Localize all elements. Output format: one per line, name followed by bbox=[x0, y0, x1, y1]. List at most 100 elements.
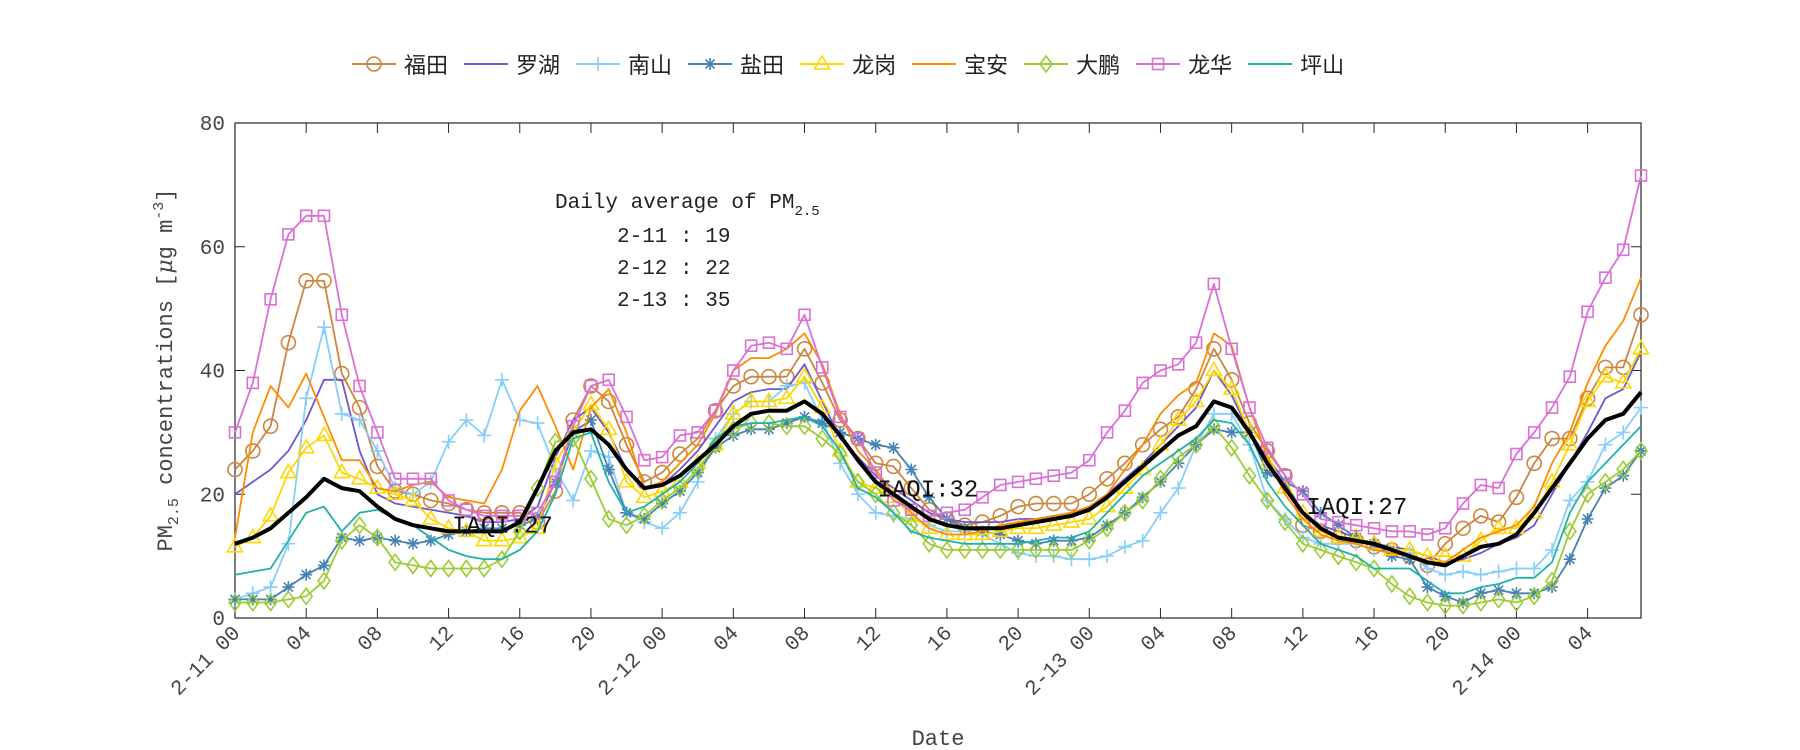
square-marker bbox=[406, 472, 420, 486]
circle-marker bbox=[850, 430, 866, 447]
circle-marker bbox=[654, 464, 670, 481]
square-marker bbox=[1581, 305, 1594, 319]
star-marker bbox=[282, 581, 295, 594]
square-marker bbox=[976, 491, 989, 504]
triangle-marker bbox=[1204, 360, 1223, 377]
circle-marker bbox=[494, 505, 510, 521]
diamond-marker bbox=[939, 540, 954, 560]
square-marker bbox=[1563, 370, 1577, 383]
triangle-marker bbox=[350, 469, 369, 485]
diamond-marker bbox=[1082, 531, 1097, 550]
legend-label: 坪山 bbox=[1300, 54, 1345, 79]
legend: 福田 罗湖 南山 盐田 龙岗 宝安 大鹏 龙华 坪山 bbox=[350, 48, 1344, 80]
square-marker bbox=[1225, 342, 1238, 356]
square-marker bbox=[1474, 478, 1488, 492]
diamond-marker bbox=[1473, 593, 1488, 612]
diamond-marker bbox=[1100, 518, 1115, 538]
plus-marker bbox=[299, 391, 314, 406]
diamond-marker bbox=[245, 593, 260, 612]
circle-marker bbox=[1223, 371, 1240, 388]
square-marker bbox=[1510, 447, 1523, 461]
triangle-marker bbox=[902, 506, 921, 522]
circle-marker bbox=[1099, 470, 1115, 487]
diamond-marker bbox=[281, 590, 296, 609]
triangle-marker bbox=[1222, 379, 1241, 395]
x-tick-label: 04 bbox=[1564, 623, 1598, 657]
square-marker bbox=[1065, 466, 1078, 479]
legend-item: 坪山 bbox=[1246, 48, 1344, 80]
plus-marker bbox=[1135, 533, 1150, 548]
diamond-marker bbox=[1545, 571, 1560, 591]
diamond-marker bbox=[1260, 491, 1275, 510]
square-marker bbox=[1171, 358, 1185, 371]
diamond-marker bbox=[868, 484, 883, 504]
square-marker bbox=[1616, 243, 1630, 257]
plus-marker bbox=[1117, 539, 1132, 554]
diamond-marker bbox=[423, 559, 438, 578]
legend-swatch bbox=[464, 63, 509, 65]
star-marker bbox=[816, 417, 829, 430]
square-marker bbox=[638, 453, 651, 467]
legend-label: 龙岗 bbox=[852, 54, 897, 79]
star-marker bbox=[673, 485, 686, 498]
diamond-marker bbox=[1135, 491, 1150, 510]
square-marker bbox=[1314, 512, 1327, 526]
star-marker bbox=[1136, 491, 1149, 504]
square-marker bbox=[798, 308, 811, 322]
plus-marker bbox=[566, 493, 581, 508]
star-marker bbox=[1385, 550, 1398, 563]
star-marker bbox=[1225, 426, 1238, 439]
legend-label: 龙华 bbox=[1188, 54, 1233, 79]
triangle-marker bbox=[1632, 339, 1650, 355]
x-tick-label: 2-14 00 bbox=[1449, 623, 1528, 702]
square-marker bbox=[727, 364, 740, 377]
plus-marker bbox=[334, 406, 349, 421]
x-tick-label: 12 bbox=[1280, 623, 1314, 657]
legend-item: 罗湖 bbox=[462, 48, 560, 80]
circle-marker bbox=[583, 378, 599, 394]
series-mean bbox=[234, 390, 1643, 568]
diamond-marker bbox=[299, 587, 314, 606]
y-tick-label: 0 bbox=[212, 609, 225, 632]
x-tick-label: 04 bbox=[283, 623, 317, 657]
triangle-marker bbox=[297, 438, 316, 454]
star-marker bbox=[923, 491, 936, 504]
square-marker bbox=[709, 404, 722, 418]
series-宝安 bbox=[234, 277, 1642, 564]
square-marker bbox=[1207, 277, 1221, 291]
star-marker bbox=[1421, 581, 1434, 594]
circle-marker bbox=[1045, 495, 1062, 512]
square-marker bbox=[1349, 518, 1363, 532]
star-marker bbox=[1101, 519, 1114, 532]
circle-marker bbox=[743, 368, 759, 385]
diamond-marker bbox=[1224, 438, 1239, 458]
square-marker bbox=[460, 503, 473, 517]
diamond-marker bbox=[477, 559, 492, 578]
triangle-marker bbox=[421, 509, 440, 525]
square-marker bbox=[1403, 525, 1416, 538]
diamond-marker bbox=[441, 559, 456, 578]
diamond-marker bbox=[1616, 460, 1631, 479]
diamond-marker bbox=[1242, 466, 1257, 486]
diamond-marker bbox=[405, 556, 420, 575]
star-marker bbox=[602, 463, 615, 476]
star-marker bbox=[495, 522, 508, 535]
triangle-marker bbox=[386, 484, 405, 501]
triangle-marker bbox=[528, 518, 547, 535]
square-marker bbox=[1634, 169, 1648, 182]
plus-marker bbox=[441, 434, 456, 449]
diamond-marker bbox=[779, 416, 794, 436]
legend-item: 福田 bbox=[350, 48, 448, 80]
triangle-marker bbox=[1578, 391, 1597, 408]
triangle-marker bbox=[617, 472, 636, 488]
iaqi-annotation: IAQI:27 bbox=[1306, 495, 1407, 522]
legend-item: 宝安 bbox=[910, 48, 1008, 80]
y-axis-label: PM2.5 concentrations [μg m-3] bbox=[151, 189, 183, 552]
circle-marker bbox=[707, 402, 724, 419]
triangle-marker bbox=[795, 367, 814, 383]
diamond-marker bbox=[1456, 596, 1471, 615]
star-marker bbox=[264, 593, 277, 606]
diamond-marker bbox=[512, 522, 527, 541]
diamond-marker bbox=[815, 429, 830, 448]
